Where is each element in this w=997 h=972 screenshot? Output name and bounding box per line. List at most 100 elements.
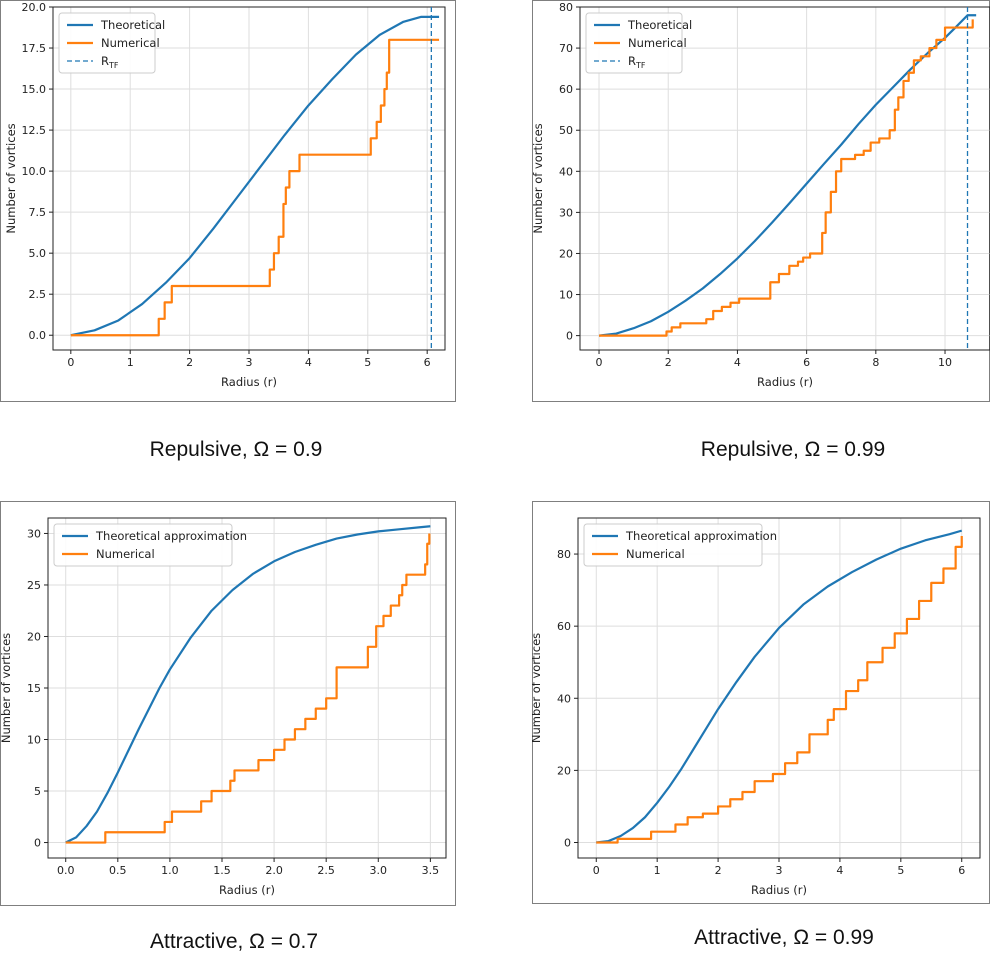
y-tick-label: 20 <box>557 764 571 777</box>
y-tick-label: 5.0 <box>29 247 47 260</box>
tick-labels: 0 1 2 3 4 5 6 0.0 2.5 5.0 7.5 10.0 12.5 15.0 17.5 20.0 <box>22 1 431 369</box>
y-tick-label: 30 <box>559 206 573 219</box>
grid-lines <box>578 518 980 858</box>
x-tick-label: 3 <box>246 356 253 369</box>
x-tick-label: 2.5 <box>317 864 335 877</box>
caption-attractive-0-99: Attractive, Ω = 0.99 <box>694 926 874 949</box>
y-tick-label: 80 <box>559 1 573 14</box>
chart-panel-repulsive-0-99: 0 2 4 6 8 10 0 10 20 30 40 50 60 70 80 Radius (r) Number… <box>532 0 990 402</box>
x-tick-label: 0 <box>593 864 600 877</box>
x-axis-label: Radius (r) <box>757 375 813 389</box>
y-tick-label: 0 <box>34 837 41 850</box>
y-tick-label: 20.0 <box>22 1 47 14</box>
tick-labels: 0.0 0.5 1.0 1.5 2.0 2.5 3.0 3.5 0 5 10 15 20 25 30 <box>27 527 439 877</box>
figure-frame <box>532 501 990 904</box>
x-axis-label: Radius (r) <box>219 883 275 897</box>
y-tick-label: 40 <box>557 692 571 705</box>
y-tick-label: 20 <box>27 630 41 643</box>
legend: Theoretical approximation Numerical <box>583 523 777 567</box>
figure-frame <box>0 501 456 906</box>
y-tick-label: 80 <box>557 548 571 561</box>
chart-panel-repulsive-0-9: 0 1 2 3 4 5 6 0.0 2.5 5.0 7.5 10.0 12.5 15.0 17.5 20.0 R… <box>0 0 456 402</box>
x-tick-label: 8 <box>872 356 879 369</box>
y-tick-label: 0 <box>566 330 573 343</box>
legend-label-numerical: Numerical <box>626 547 685 561</box>
series-numerical <box>596 536 963 844</box>
x-tick-label: 0.5 <box>109 864 127 877</box>
legend-label-numerical: Numerical <box>628 36 687 50</box>
chart-panel-attractive-0-7: 0.0 0.5 1.0 1.5 2.0 2.5 3.0 3.5 0 5 10 15 20 25 30 Radi… <box>0 501 456 906</box>
y-axis-label: Number of vortices <box>532 123 545 233</box>
x-tick-label: 4 <box>734 356 741 369</box>
y-tick-label: 0.0 <box>29 329 47 342</box>
legend-label-theoretical-approximation: Theoretical approximation <box>625 529 777 543</box>
series-theoretical <box>70 15 440 337</box>
tick-labels: 0 2 4 6 8 10 0 10 20 30 40 50 60 70 80 <box>559 1 952 369</box>
series-theoretical <box>598 14 977 337</box>
y-axis-label: Number of vortices <box>4 123 18 233</box>
caption-repulsive-0-99: Repulsive, Ω = 0.99 <box>700 438 886 461</box>
x-tick-label: 1 <box>127 356 134 369</box>
y-tick-label: 30 <box>27 527 41 540</box>
y-tick-label: 15 <box>27 682 41 695</box>
x-tick-label: 4 <box>305 356 312 369</box>
legend-label-numerical: Numerical <box>96 547 155 561</box>
legend-box <box>58 12 156 74</box>
x-axis-label: Radius (r) <box>751 883 807 897</box>
grid-lines <box>48 518 446 858</box>
y-tick-label: 10 <box>27 734 41 747</box>
x-tick-label: 6 <box>958 864 965 877</box>
x-tick-label: 4 <box>836 864 843 877</box>
legend: Theoretical approximation Numerical <box>53 523 247 567</box>
y-tick-label: 2.5 <box>29 288 47 301</box>
y-tick-label: 5 <box>34 785 41 798</box>
y-axis-label: Number of vortices <box>532 633 543 743</box>
x-tick-label: 5 <box>897 864 904 877</box>
axes-box <box>579 6 990 351</box>
y-axis-label: Number of vortices <box>0 633 13 743</box>
axes-box <box>52 6 446 351</box>
x-tick-label: 10 <box>938 356 952 369</box>
y-tick-label: 0 <box>564 836 571 849</box>
y-tick-label: 17.5 <box>22 42 47 55</box>
chart-panel-attractive-0-99: 0 1 2 3 4 5 6 0 20 40 60 80 Radius (r) Number of vort… <box>532 501 990 904</box>
series-numerical <box>70 38 440 337</box>
legend-box <box>585 12 683 74</box>
x-tick-label: 3.0 <box>370 864 388 877</box>
x-tick-label: 3.5 <box>422 864 440 877</box>
axes-box <box>47 517 447 859</box>
caption-attractive-0-7: Attractive, Ω = 0.7 <box>149 930 319 953</box>
legend-label-numerical: Numerical <box>101 36 160 50</box>
series-theoretical-approximation <box>65 525 431 844</box>
series-numerical <box>599 19 974 337</box>
caption-repulsive-0-9: Repulsive, Ω = 0.9 <box>149 438 323 461</box>
y-tick-label: 7.5 <box>29 206 47 219</box>
x-tick-label: 5 <box>364 356 371 369</box>
y-tick-label: 70 <box>559 42 573 55</box>
y-tick-label: 25 <box>27 579 41 592</box>
legend-label-theoretical: Theoretical <box>627 18 692 32</box>
y-tick-label: 15.0 <box>22 83 47 96</box>
x-tick-label: 0 <box>596 356 603 369</box>
y-tick-label: 20 <box>559 247 573 260</box>
series-numerical <box>65 533 431 844</box>
x-tick-label: 6 <box>424 356 431 369</box>
x-tick-label: 1.0 <box>161 864 179 877</box>
y-tick-label: 60 <box>559 83 573 96</box>
legend-box <box>583 523 763 567</box>
series-theoretical-approximation <box>596 529 963 844</box>
x-tick-label: 0 <box>67 356 74 369</box>
figure-frame <box>0 0 456 402</box>
x-axis-label: Radius (r) <box>221 375 277 389</box>
x-tick-label: 2 <box>715 864 722 877</box>
x-tick-label: 2 <box>186 356 193 369</box>
legend-label-theoretical: Theoretical <box>100 18 165 32</box>
y-tick-label: 40 <box>559 165 573 178</box>
x-tick-label: 6 <box>803 356 810 369</box>
chart-attractive-0-7: 0.0 0.5 1.0 1.5 2.0 2.5 3.0 3.5 0 5 10 15 20 25 30 Radi… <box>0 501 456 906</box>
axes-box <box>577 517 981 859</box>
legend-label-theoretical-approximation: Theoretical approximation <box>95 529 247 543</box>
